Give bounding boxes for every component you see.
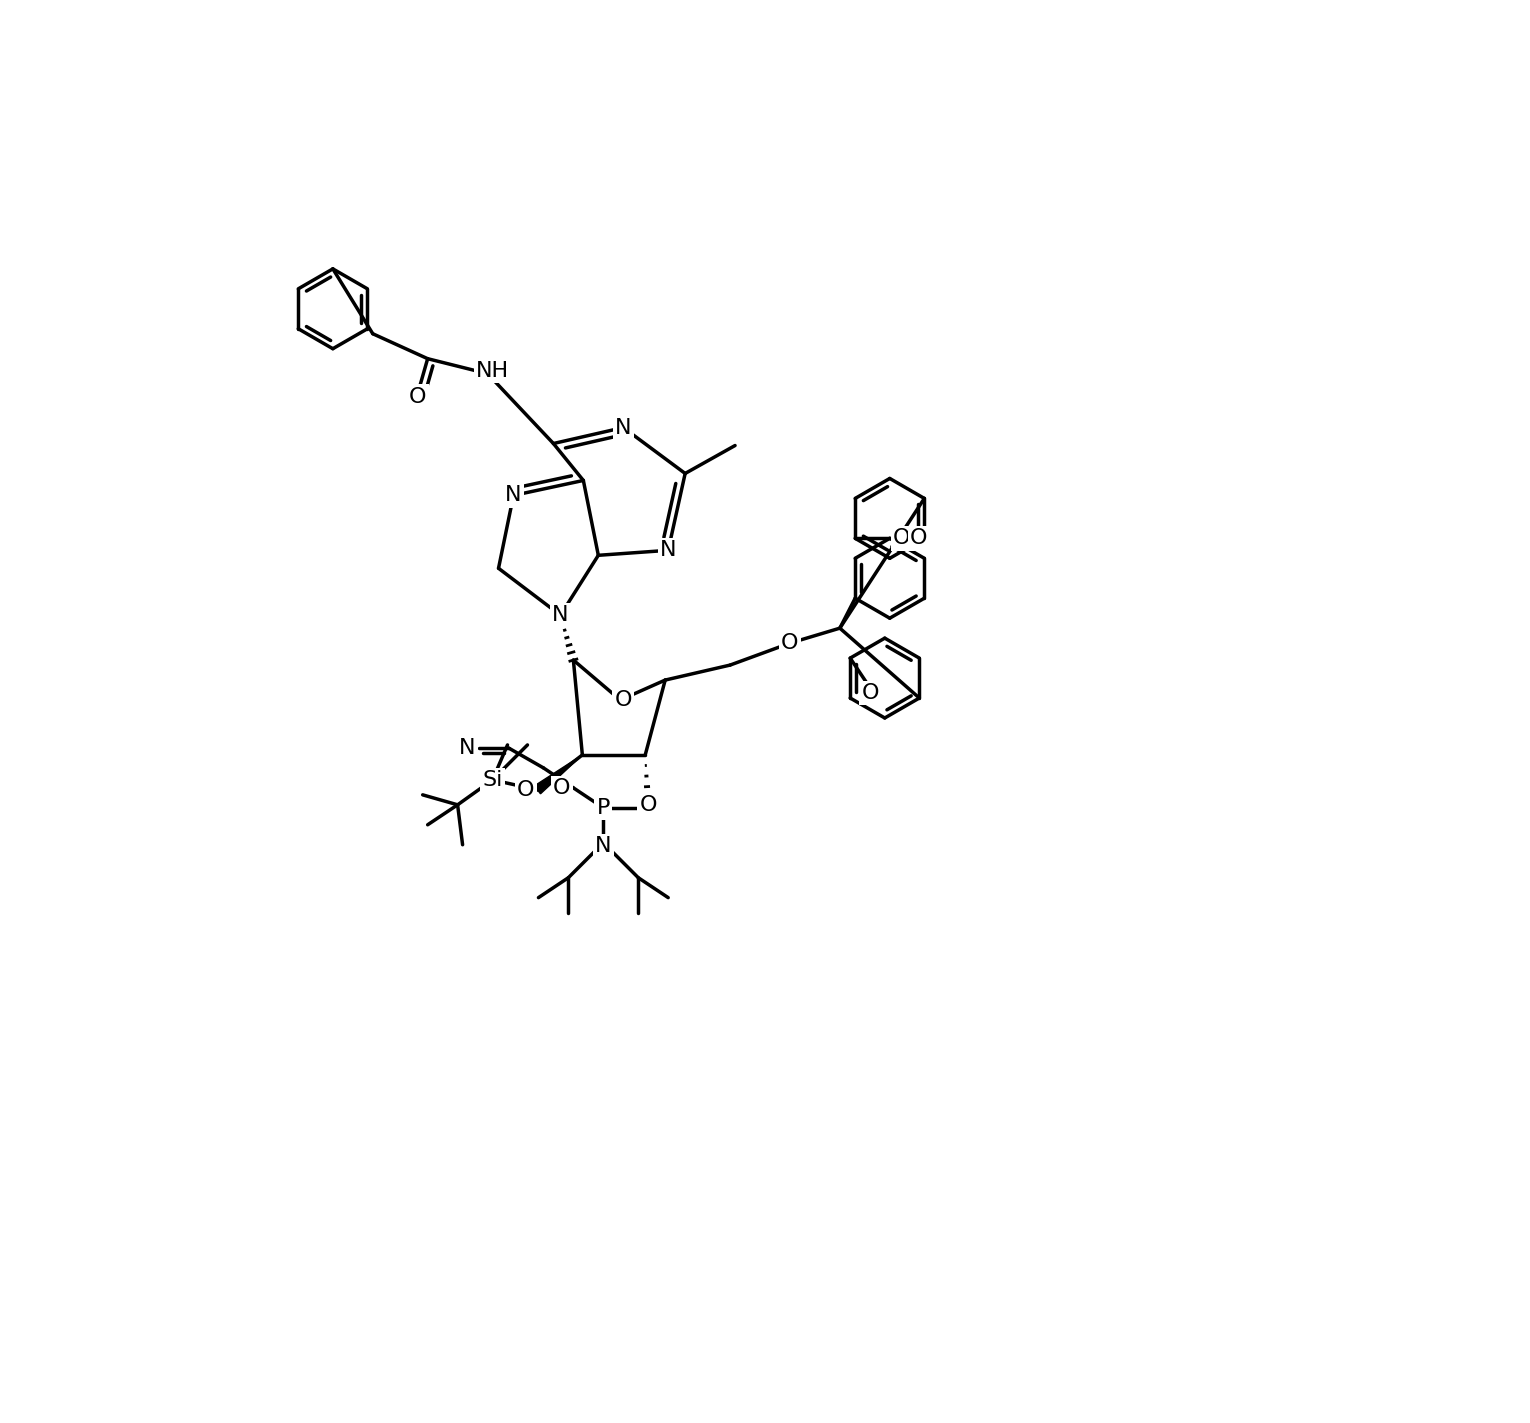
Text: N: N bbox=[615, 417, 632, 437]
Text: P: P bbox=[597, 798, 610, 818]
Text: O: O bbox=[640, 795, 656, 815]
Text: O: O bbox=[552, 778, 571, 798]
Text: N: N bbox=[459, 739, 476, 758]
Text: NH: NH bbox=[476, 360, 509, 381]
Text: O: O bbox=[910, 528, 927, 548]
Text: N: N bbox=[659, 541, 676, 561]
Text: O: O bbox=[409, 387, 427, 407]
Text: O: O bbox=[894, 528, 910, 548]
Text: O: O bbox=[782, 633, 799, 653]
Text: Si: Si bbox=[482, 770, 503, 790]
Text: O: O bbox=[861, 683, 878, 703]
Text: O: O bbox=[615, 690, 632, 710]
Text: O: O bbox=[517, 780, 534, 800]
Text: N: N bbox=[595, 835, 612, 855]
Polygon shape bbox=[534, 756, 583, 794]
Text: N: N bbox=[552, 605, 569, 625]
Text: N: N bbox=[505, 485, 522, 505]
